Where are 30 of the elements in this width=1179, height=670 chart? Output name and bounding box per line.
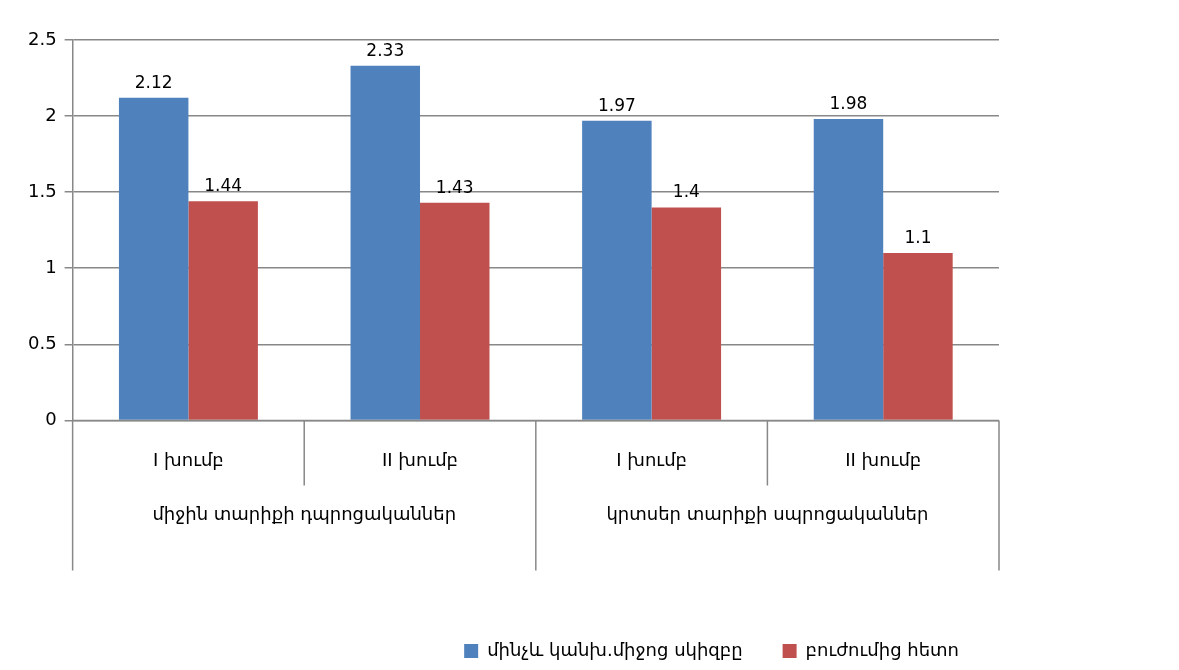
bar	[350, 65, 421, 420]
data-label: 1.98	[829, 93, 868, 114]
data-label: 1.43	[435, 176, 474, 197]
data-label: 1.1	[904, 226, 932, 247]
bar	[651, 207, 722, 420]
data-label: 1.44	[204, 175, 243, 196]
data-label: 1.4	[672, 181, 700, 202]
x-tick-label: I խումբ	[153, 448, 224, 470]
x-tick-label: II խումբ	[382, 448, 459, 470]
text: միջին տարիքի դպրոցականներ	[152, 503, 457, 525]
legend-label: մինչև կանխ.միջոց սկիզբը	[487, 638, 743, 660]
x-tick-label: I խումբ	[616, 448, 687, 470]
text: կրտսեր տարիքի սպրոցականներ	[606, 503, 929, 525]
bar	[118, 97, 189, 420]
bar	[883, 253, 953, 420]
y-tick-label: 1	[45, 255, 57, 277]
bar	[188, 201, 258, 420]
x-tick-label: II խումբ	[845, 448, 922, 470]
data-label: 2.33	[366, 39, 405, 60]
bar	[813, 119, 884, 420]
bar	[582, 120, 652, 420]
data-label: 1.97	[597, 94, 636, 115]
y-tick-label: 1.5	[27, 179, 57, 201]
y-tick-label: 0.5	[27, 331, 57, 353]
y-tick-label: 2	[45, 103, 57, 125]
data-label: 2.12	[134, 71, 173, 92]
bar	[420, 202, 490, 420]
y-tick-label: 2.5	[27, 27, 57, 49]
legend-label: բուժումից հետո	[805, 638, 960, 660]
y-tick-label: 0	[45, 408, 57, 430]
